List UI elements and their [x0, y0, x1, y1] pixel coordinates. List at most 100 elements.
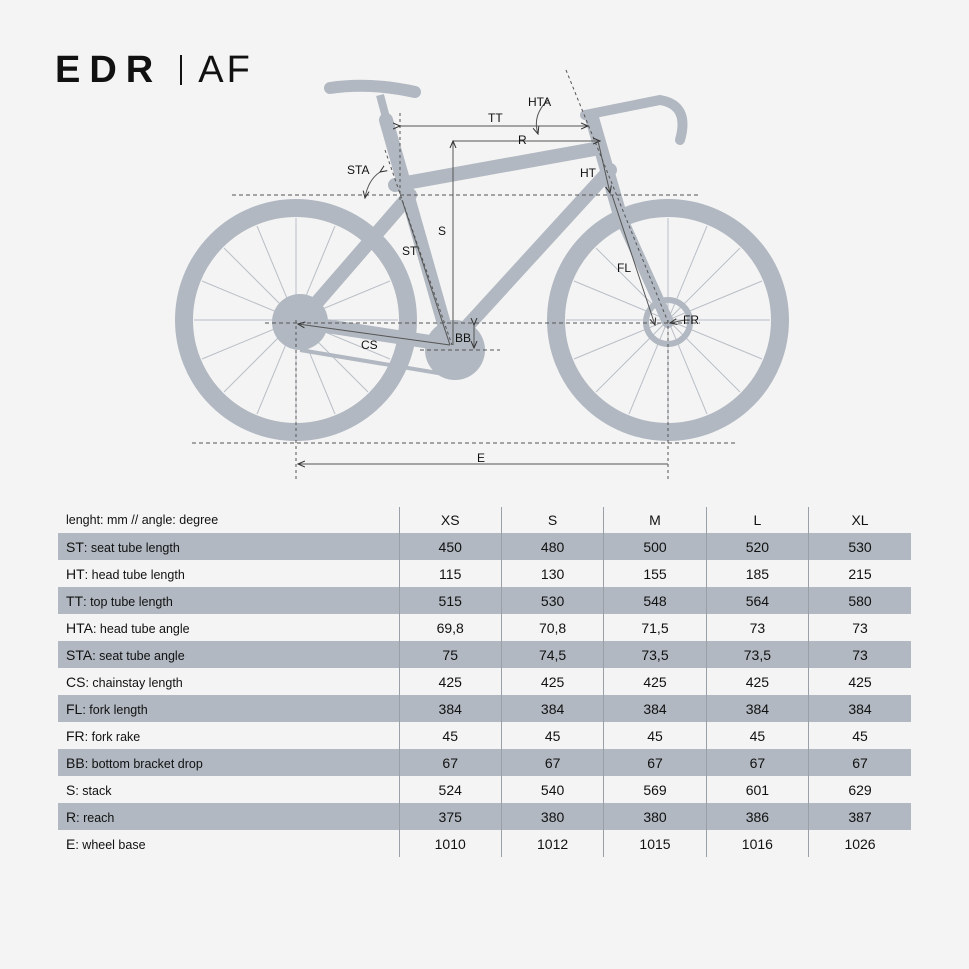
- size-header-m: M: [603, 507, 707, 533]
- row-label: BB: bottom bracket drop: [58, 749, 400, 776]
- cell-value: 73,5: [603, 641, 707, 668]
- label-st: ST: [402, 244, 418, 258]
- label-bb: BB: [455, 331, 471, 345]
- cell-value: 45: [398, 722, 502, 749]
- cell-value: 1016: [705, 830, 809, 857]
- row-name: wheel base: [82, 837, 146, 852]
- cell-value: 115: [398, 560, 502, 587]
- table-row: STA: seat tube angle 75 74,5 73,5 73,5 73: [58, 641, 911, 668]
- row-name: chainstay length: [92, 675, 183, 690]
- cell-value: 130: [500, 560, 604, 587]
- row-code: HT: [66, 565, 85, 582]
- row-separator: :: [85, 675, 93, 690]
- row-label: CS: chainstay length: [58, 668, 399, 695]
- row-label: S: stack: [58, 776, 399, 803]
- table-row: S: stack 524 540 569 601 629: [58, 776, 911, 803]
- row-code: ST: [66, 538, 84, 555]
- cell-value: 45: [603, 722, 707, 749]
- bike-geometry-diagram: TT R HTA STA HT S ST FL FR BB CS E: [175, 69, 789, 480]
- row-label: HTA: head tube angle: [58, 614, 399, 641]
- cell-value: 73: [808, 641, 911, 668]
- label-sta: STA: [347, 163, 369, 177]
- label-cs: CS: [361, 338, 378, 352]
- row-code: TT: [66, 592, 84, 609]
- cell-value: 67: [603, 749, 707, 776]
- cell-value: 384: [808, 695, 911, 722]
- cell-value: 74,5: [500, 641, 604, 668]
- cell-value: 1012: [500, 830, 604, 857]
- cell-value: 387: [808, 803, 911, 830]
- page-title: EDR AF: [55, 48, 253, 91]
- row-separator: :: [75, 837, 83, 852]
- row-code: FR: [66, 727, 85, 744]
- cell-value: 384: [603, 695, 707, 722]
- row-separator: :: [92, 621, 100, 636]
- row-code: CS: [66, 673, 86, 690]
- model-name: AF: [198, 48, 253, 91]
- rear-wheel: [175, 199, 417, 441]
- row-name: seat tube angle: [99, 648, 185, 663]
- front-wheel: [547, 199, 789, 441]
- cell-value: 155: [603, 560, 707, 587]
- cell-value: 520: [705, 533, 809, 560]
- row-name: head tube angle: [99, 621, 190, 636]
- row-separator: :: [84, 567, 92, 582]
- table-row: E: wheel base 1010 1012 1015 1016 1026: [58, 830, 911, 857]
- label-fr: FR: [683, 313, 699, 327]
- table-row: HT: head tube length 115 130 155 185 215: [58, 560, 911, 587]
- row-label: FL: fork length: [58, 695, 400, 722]
- cell-value: 67: [705, 749, 809, 776]
- cell-value: 564: [705, 587, 809, 614]
- cell-value: 425: [398, 668, 502, 695]
- cell-value: 69,8: [398, 614, 502, 641]
- row-label: ST: seat tube length: [58, 533, 400, 560]
- row-separator: :: [84, 729, 92, 744]
- cell-value: 384: [705, 695, 809, 722]
- cell-value: 425: [808, 668, 911, 695]
- label-fl: FL: [617, 261, 631, 275]
- cell-value: 1010: [398, 830, 502, 857]
- cell-value: 548: [603, 587, 707, 614]
- bike-silhouette: [175, 79, 789, 441]
- table-row: BB: bottom bracket drop 67 67 67 67 67: [58, 749, 911, 776]
- cell-value: 67: [808, 749, 911, 776]
- title-divider: [180, 55, 183, 85]
- row-name: head tube length: [91, 567, 185, 582]
- size-header-xl: XL: [808, 507, 911, 533]
- row-separator: :: [84, 756, 92, 771]
- cell-value: 67: [500, 749, 604, 776]
- unit-note: lenght: mm // angle: degree: [66, 513, 219, 527]
- row-name: top tube length: [90, 594, 173, 609]
- cell-value: 524: [398, 776, 502, 803]
- row-code: S: [66, 781, 76, 798]
- cell-value: 425: [705, 668, 809, 695]
- row-name: fork rake: [91, 729, 141, 744]
- cell-value: 384: [500, 695, 604, 722]
- row-label: FR: fork rake: [58, 722, 399, 749]
- cell-value: 384: [398, 695, 502, 722]
- label-s: S: [438, 224, 446, 238]
- cell-value: 569: [603, 776, 707, 803]
- row-code: BB: [66, 754, 85, 771]
- cell-value: 380: [603, 803, 707, 830]
- cell-value: 425: [500, 668, 604, 695]
- table-row: R: reach 375 380 380 386 387: [58, 803, 911, 830]
- row-label: TT: top tube length: [58, 587, 400, 614]
- row-code: R: [66, 808, 77, 825]
- table-row: FR: fork rake 45 45 45 45 45: [58, 722, 911, 749]
- table-row: ST: seat tube length 450 480 500 520 530: [58, 533, 911, 560]
- table-row: FL: fork length 384 384 384 384 384: [58, 695, 911, 722]
- row-label: STA: seat tube angle: [58, 641, 400, 668]
- cell-value: 73: [808, 614, 911, 641]
- row-separator: :: [82, 702, 90, 717]
- cell-value: 629: [808, 776, 911, 803]
- table-header-row: lenght: mm // angle: degree XS S M L XL: [58, 507, 911, 533]
- cell-value: 45: [808, 722, 911, 749]
- row-code: E: [66, 835, 76, 852]
- row-name: reach: [83, 810, 115, 825]
- row-code: STA: [66, 646, 93, 663]
- cell-value: 425: [603, 668, 707, 695]
- cell-value: 67: [398, 749, 502, 776]
- cell-value: 375: [398, 803, 502, 830]
- cell-value: 215: [808, 560, 911, 587]
